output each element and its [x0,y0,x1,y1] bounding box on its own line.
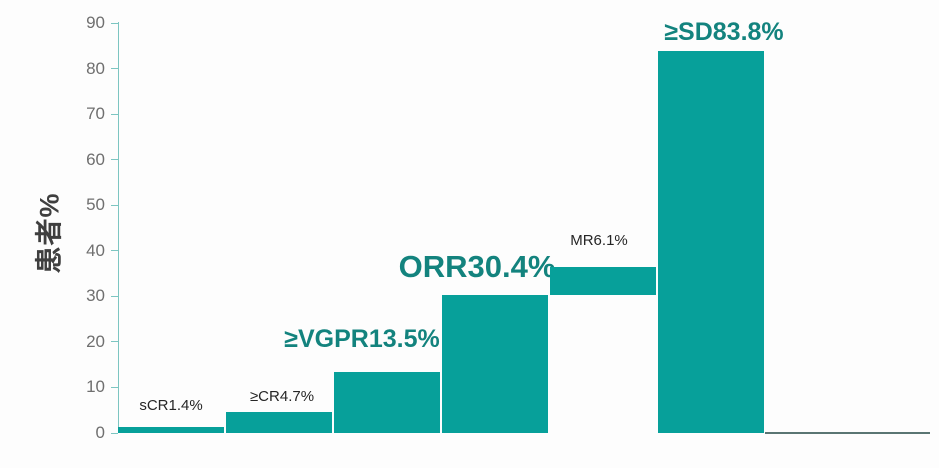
bar-label-sCR: sCR1.4% [139,396,203,414]
y-tick-mark-70 [111,113,118,115]
plot-area: sCR1.4% ≥CR4.7% ≥VGPR13.5% ORR30.4% MR6.1% ≥S… [118,18,939,433]
y-tick-label-20: 20 [86,331,105,351]
y-tick-label-60: 60 [86,149,105,169]
x-axis-baseline-extension [765,432,930,434]
bar-SD [658,51,764,433]
y-tick-mark-20 [111,341,118,343]
bar-sCR [118,426,224,433]
bar-label-CR: ≥CR4.7% [249,387,315,405]
y-tick-label-80: 80 [86,58,105,78]
y-tick-label-30: 30 [86,286,105,306]
bar-MR [550,266,656,295]
bar-label-VGPR: ≥VGPR13.5% [284,324,440,353]
y-axis-line [118,22,119,433]
y-tick-mark-90 [111,22,118,24]
y-tick-label-0: 0 [95,423,105,442]
y-tick-mark-50 [111,204,118,206]
bar-VGPR [334,371,440,433]
y-tick-label-90: 90 [86,13,105,32]
y-tick-mark-80 [111,68,118,70]
y-tick-mark-0 [111,432,118,434]
y-tick-mark-30 [111,295,118,297]
y-tick-label-40: 40 [86,240,105,260]
bar-label-SD: ≥SD83.8% [664,18,784,47]
bar-label-MR: MR6.1% [570,231,628,249]
y-tick-mark-10 [111,386,118,388]
y-tick-label-70: 70 [86,104,105,124]
y-tick-mark-40 [111,250,118,252]
bar-label-ORR: ORR30.4% [398,248,556,284]
y-tick-label-50: 50 [86,195,105,215]
y-tick-label-10: 10 [86,377,105,397]
bar-ORR [442,294,548,433]
bar-CR [226,411,332,433]
y-tick-mark-60 [111,159,118,161]
